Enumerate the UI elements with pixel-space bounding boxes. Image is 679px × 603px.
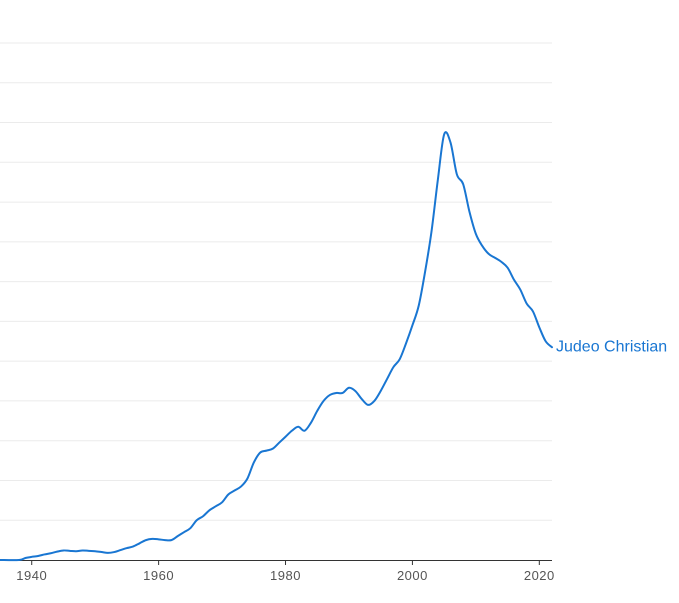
- series-label-judeo-christian[interactable]: Judeo Christian: [556, 339, 667, 356]
- x-tick-label: 2000: [397, 568, 428, 583]
- x-tick-label: 2020: [524, 568, 555, 583]
- gridlines: [0, 42, 552, 521]
- x-tick-label: 1980: [270, 568, 301, 583]
- x-tick-label: 1960: [143, 568, 174, 583]
- x-axis-ticks: 1940 1960 1980 2000 2020: [16, 560, 555, 583]
- x-tick-label: 1940: [16, 568, 47, 583]
- series-line-judeo-christian[interactable]: [0, 131, 553, 562]
